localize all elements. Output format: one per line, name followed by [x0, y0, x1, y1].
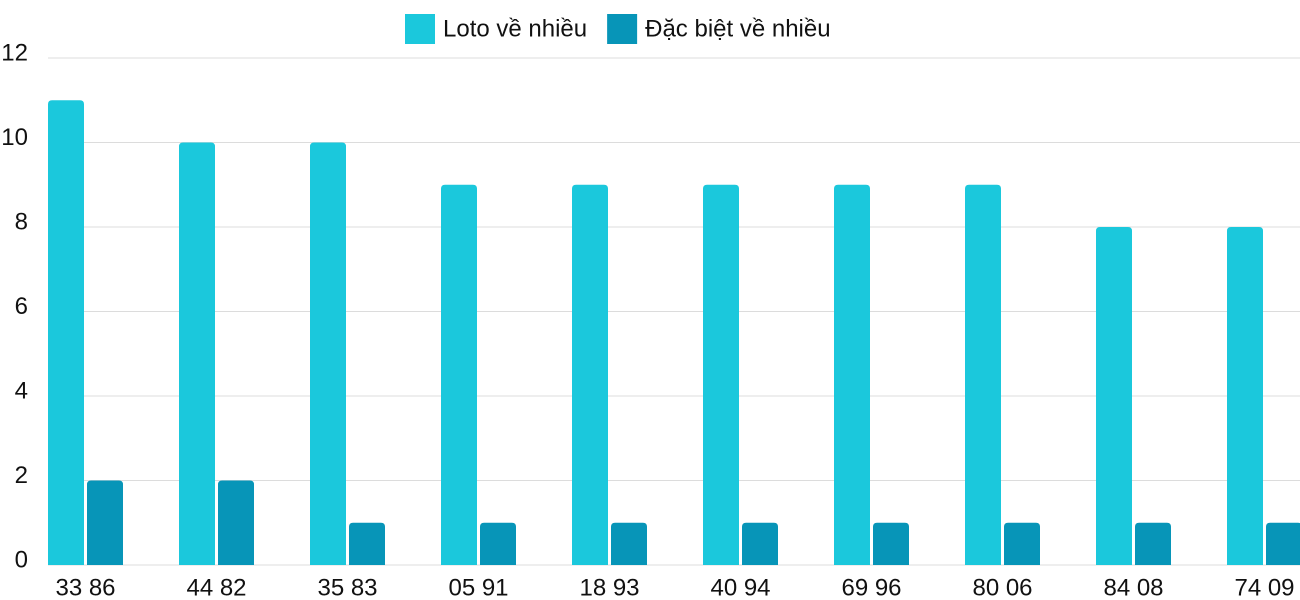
- x-tick-label: 84 08: [1103, 574, 1163, 600]
- y-tick-label: 10: [1, 124, 28, 151]
- y-tick-label: 6: [15, 293, 28, 320]
- x-tick-label: 35 83: [317, 574, 377, 600]
- x-tick-label: 74 09: [1234, 574, 1294, 600]
- y-tick-label: 8: [15, 208, 28, 235]
- x-tick-label: 18 93: [579, 574, 639, 600]
- x-tick-label: 44 82: [186, 574, 246, 600]
- bar: [87, 480, 123, 565]
- bar: [1266, 522, 1300, 565]
- legend-swatch: [607, 14, 638, 44]
- bar: [1096, 227, 1132, 565]
- bar: [48, 100, 84, 565]
- bar: [572, 184, 608, 565]
- legend-label: Loto về nhiều: [443, 15, 587, 42]
- bar: [1004, 522, 1040, 565]
- bar: [480, 522, 516, 565]
- legend-label: Đặc biệt về nhiều: [645, 15, 830, 42]
- bar: [349, 522, 385, 565]
- bar: [310, 142, 346, 565]
- x-tick-label: 69 96: [841, 574, 901, 600]
- bar: [965, 184, 1001, 565]
- y-tick-label: 12: [1, 39, 28, 66]
- x-tick-label: 40 94: [710, 574, 770, 600]
- x-tick-label: 05 91: [448, 574, 508, 600]
- legend-swatch: [405, 14, 435, 44]
- y-tick-label: 0: [15, 546, 28, 573]
- bar: [179, 142, 215, 565]
- bar: [1135, 522, 1171, 565]
- bar: [834, 184, 870, 565]
- bar: [441, 184, 477, 565]
- bar: [1227, 227, 1263, 565]
- x-tick-label: 33 86: [55, 574, 115, 600]
- bar: [873, 522, 909, 565]
- x-tick-label: 80 06: [972, 574, 1032, 600]
- y-tick-label: 4: [15, 377, 28, 404]
- bar: [742, 522, 778, 565]
- bar: [611, 522, 647, 565]
- y-tick-label: 2: [15, 462, 28, 489]
- bar: [703, 184, 739, 565]
- bar: [218, 480, 254, 565]
